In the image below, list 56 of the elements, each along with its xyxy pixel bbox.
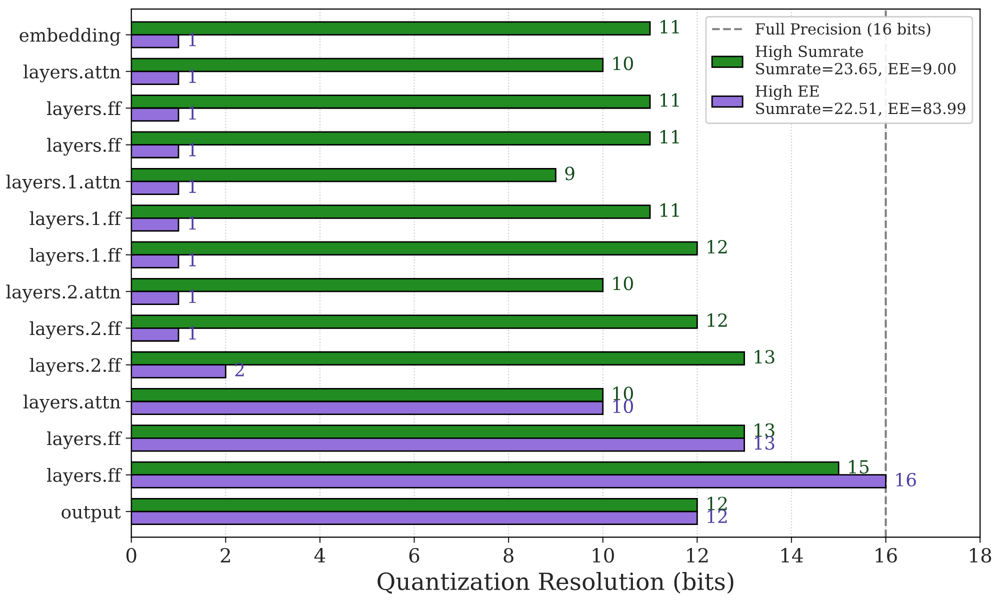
y-tick-label: layers.2.ff (30, 321, 122, 340)
data-label: 16 (896, 472, 916, 487)
data-label: 9 (565, 166, 574, 180)
x-tick-label: 0 (126, 548, 136, 563)
y-tick-label: layers.attn (23, 394, 120, 412)
data-label: 12 (708, 240, 727, 254)
data-label: 13 (754, 350, 774, 364)
data-label: 1 (189, 252, 196, 266)
data-label: 1 (189, 32, 196, 46)
data-label: 1 (189, 216, 196, 230)
y-tick-label: layers.ff (47, 431, 122, 450)
data-label: 1 (189, 289, 196, 303)
legend-label: High EE Sumrate=22.51, EE=83.99 (756, 85, 966, 116)
x-tick-label: 10 (592, 548, 614, 563)
data-label: 12 (708, 313, 727, 327)
data-label: 15 (849, 460, 869, 474)
data-label: 12 (708, 510, 727, 523)
data-label: 10 (613, 386, 633, 400)
x-tick-label: 2 (220, 548, 230, 562)
y-tick-label: output (62, 506, 121, 522)
legend-label: High Sumrate Sumrate=23.65, EE=9.00 (756, 45, 956, 76)
y-tick-label: layers.ff (47, 101, 122, 119)
x-tick-label: 18 (970, 548, 992, 563)
ref-line-label: Full Precision (16 bits) (756, 22, 930, 37)
data-label: 13 (754, 423, 774, 437)
x-tick-label: 4 (314, 548, 326, 562)
data-label: 10 (613, 400, 633, 414)
y-tick-label: layers.2.attn (6, 284, 120, 302)
x-tick-label: 8 (504, 548, 514, 563)
data-label: 2 (235, 362, 244, 376)
data-label: 10 (613, 56, 633, 70)
data-label: 1 (189, 326, 196, 340)
data-label: 12 (708, 496, 727, 510)
data-label: 1 (189, 179, 196, 193)
data-label: 13 (754, 436, 774, 450)
y-tick-label: layers.ff (47, 138, 122, 156)
y-tick-label: layers.1.ff (30, 248, 122, 266)
y-tick-label: layers.2.ff (30, 358, 122, 376)
data-label: 1 (189, 106, 196, 120)
data-label: 11 (660, 130, 679, 144)
data-label: 11 (660, 203, 679, 217)
y-tick-label: layers.1.ff (30, 211, 122, 230)
data-label: 11 (660, 93, 679, 107)
x-axis-title: Quantization Resolution (bits) (378, 572, 734, 594)
x-tick-label: 14 (781, 548, 803, 562)
data-label: 10 (613, 276, 633, 290)
y-tick-label: layers.attn (23, 64, 120, 82)
x-tick-label: 16 (876, 548, 897, 563)
y-tick-label: layers.1.attn (6, 174, 120, 192)
data-label: 1 (189, 142, 196, 156)
x-tick-label: 12 (687, 548, 708, 562)
data-label: 1 (189, 69, 196, 83)
y-tick-label: embedding (20, 28, 120, 46)
x-tick-label: 6 (409, 548, 420, 563)
y-tick-label: layers.ff (47, 468, 122, 486)
data-label: 11 (660, 20, 679, 34)
